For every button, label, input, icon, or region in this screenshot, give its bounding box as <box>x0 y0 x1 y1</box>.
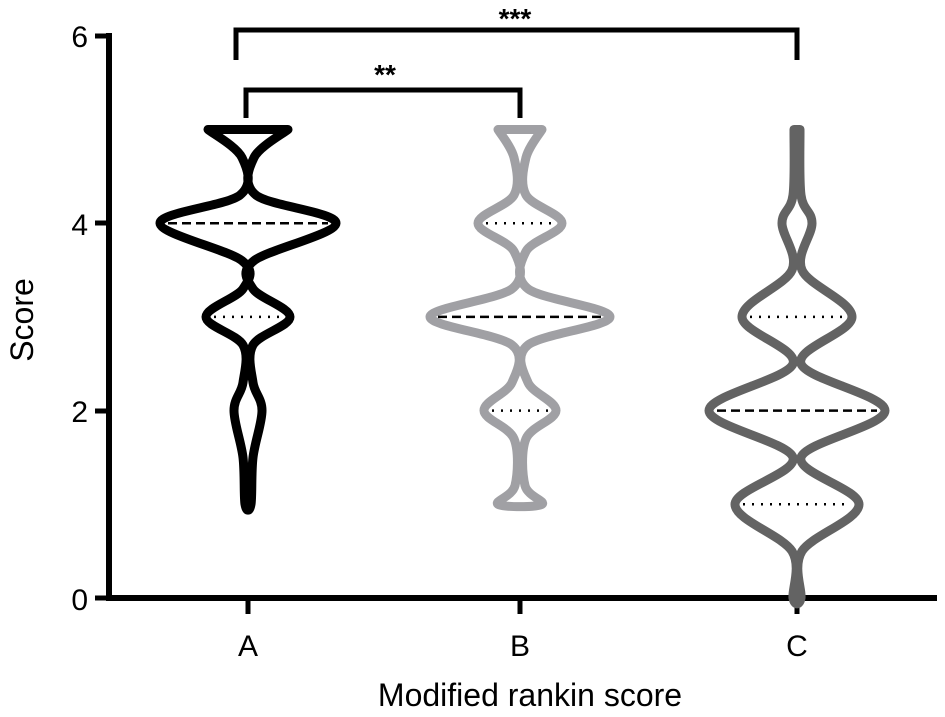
x-tick-a: A <box>238 630 258 663</box>
x-axis: A B C Modified rankin score <box>106 595 937 713</box>
significance-bracket-a-b: ** <box>243 59 523 118</box>
y-tick-2: 2 <box>71 396 88 429</box>
y-tick-0: 0 <box>71 584 88 617</box>
violins <box>155 125 890 609</box>
violin-c <box>704 125 890 609</box>
significance-label-a-c: *** <box>499 3 532 34</box>
violin-b <box>425 125 615 512</box>
y-tick-4: 4 <box>71 209 88 242</box>
x-axis-title: Modified rankin score <box>378 677 682 713</box>
x-tick-c: C <box>786 630 808 663</box>
significance-label-a-b: ** <box>374 59 396 90</box>
y-tick-6: 6 <box>71 21 88 54</box>
y-axis-title: Score <box>4 278 40 362</box>
y-axis: 0 2 4 6 Score <box>4 21 112 617</box>
significance-bracket-a-c: *** <box>233 3 800 60</box>
violin-a <box>155 125 341 515</box>
x-tick-b: B <box>510 630 530 663</box>
